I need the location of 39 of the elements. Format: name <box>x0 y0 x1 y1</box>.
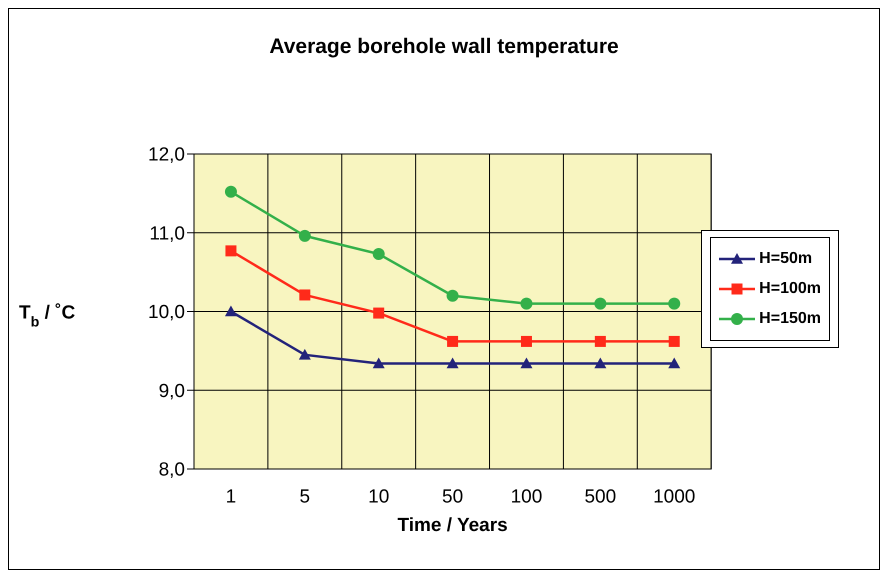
point <box>520 336 532 347</box>
y-tick-label: 10,0 <box>148 302 185 324</box>
point <box>668 336 680 347</box>
point <box>520 357 532 368</box>
point <box>446 357 459 368</box>
x-tick-label: 5 <box>300 486 310 508</box>
point <box>298 348 311 360</box>
point <box>224 306 237 316</box>
point <box>594 336 606 347</box>
point <box>594 357 606 368</box>
point <box>520 298 532 310</box>
y-tick-label: 8,0 <box>158 460 185 481</box>
point <box>225 245 236 256</box>
x-tick-label: 10 <box>368 486 390 508</box>
point <box>372 248 385 260</box>
y-axis-title: T$_{b}$ / ˚C <box>19 302 76 330</box>
y-tick-label: 9,0 <box>158 380 185 402</box>
legend-label: H=100m <box>759 280 821 298</box>
point <box>668 298 680 310</box>
y-tick-label: 11,0 <box>149 223 185 244</box>
point <box>372 357 385 368</box>
x-tick-label: 500 <box>584 486 616 508</box>
x-tick-label: 100 <box>510 486 542 508</box>
point <box>446 290 459 302</box>
point <box>224 186 237 198</box>
x-tick-label: 50 <box>442 486 464 508</box>
legend-label: H=150m <box>759 310 821 328</box>
x-tick-label: 1 <box>226 486 236 508</box>
x-tick-label: 1000 <box>653 486 696 508</box>
y-tick-label: 12,0 <box>148 144 185 166</box>
chart-title: Average borehole wall temperature <box>268 35 620 59</box>
point <box>447 336 458 347</box>
point <box>373 308 384 319</box>
point <box>668 357 680 368</box>
x-axis-title: Time / Years <box>397 515 508 536</box>
legend-label: H=50m <box>759 250 812 268</box>
point <box>299 289 310 300</box>
point <box>298 230 311 242</box>
point <box>594 298 606 310</box>
